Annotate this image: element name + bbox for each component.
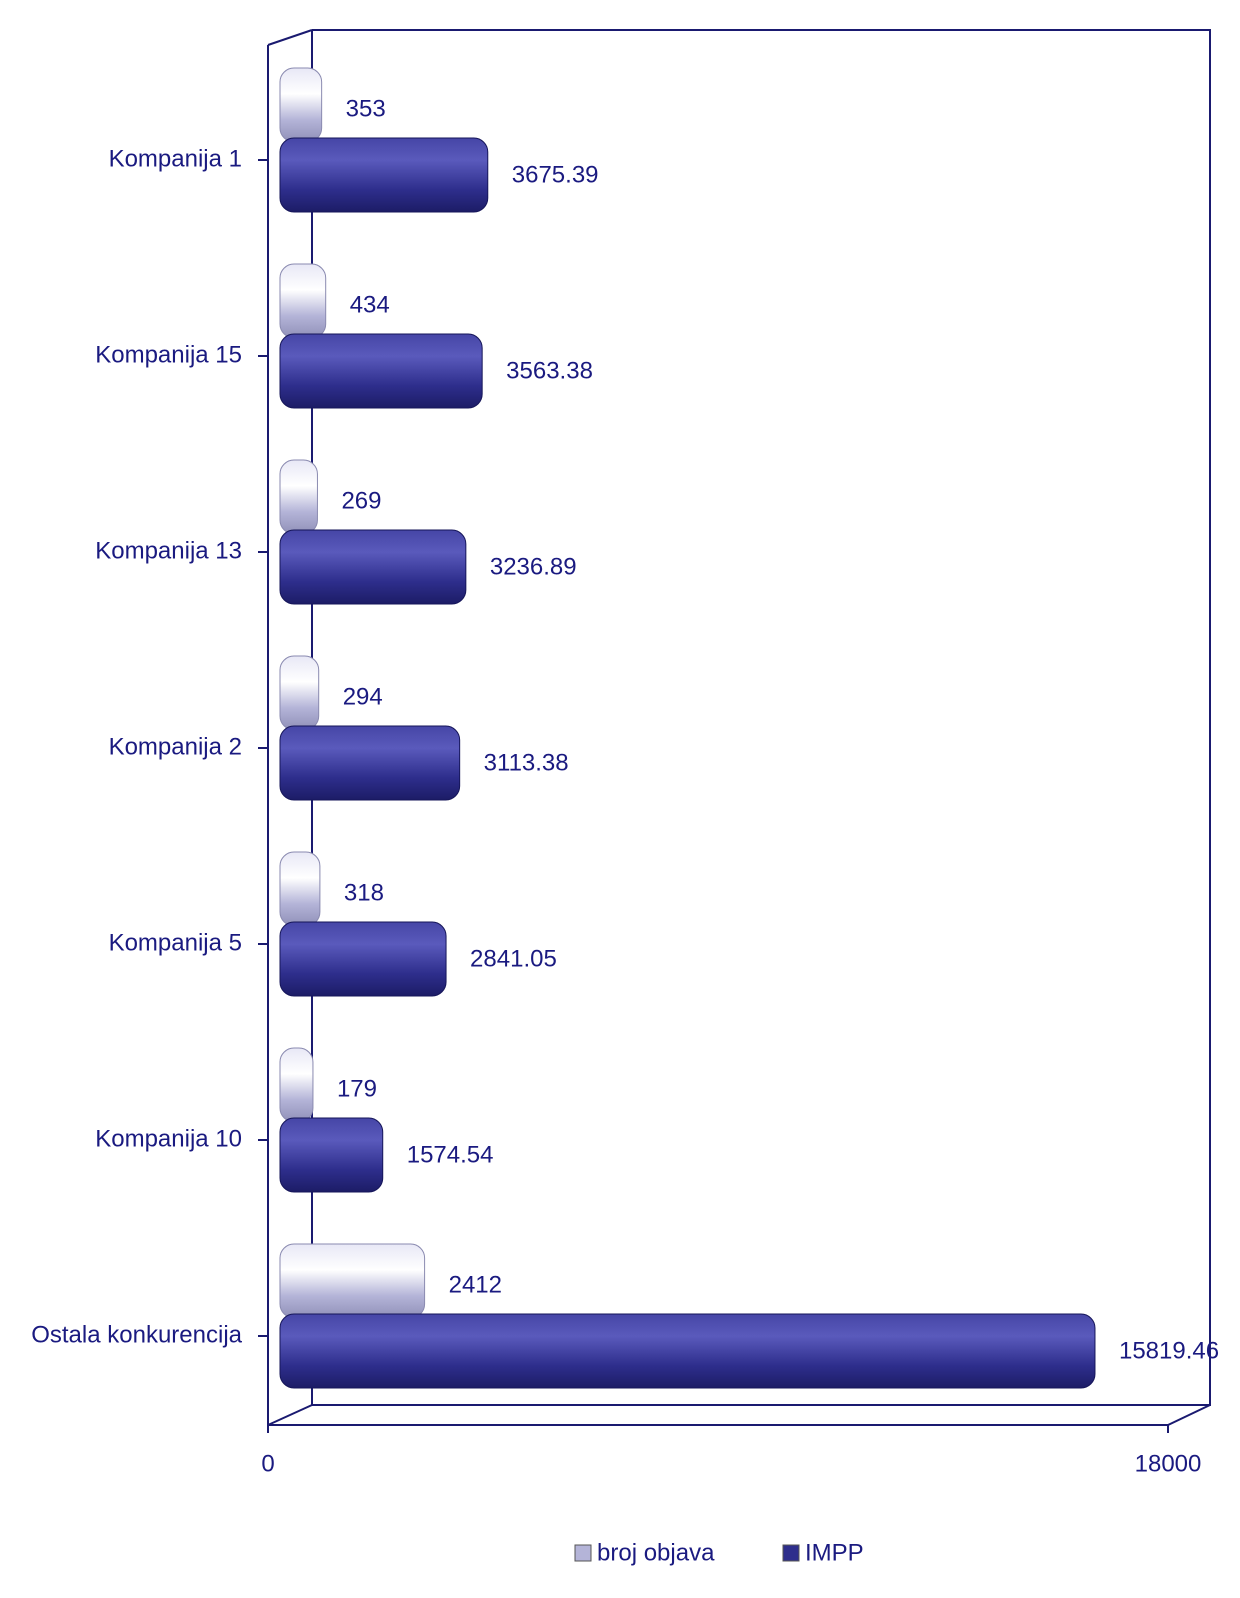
y-tick-label: Kompanija 15 (95, 341, 242, 368)
y-tick-label: Kompanija 5 (109, 929, 242, 956)
bar (279, 1243, 426, 1319)
bar (279, 333, 483, 409)
data-label: 353 (346, 95, 386, 122)
y-tick-label: Kompanija 13 (95, 537, 242, 564)
data-label: 269 (341, 487, 381, 514)
data-label: 1574.54 (407, 1141, 494, 1168)
data-label: 3563.38 (506, 357, 593, 384)
bar (279, 851, 321, 927)
bar (279, 655, 320, 731)
y-tick-label: Ostala konkurencija (31, 1321, 242, 1348)
data-label: 3113.38 (484, 749, 569, 776)
legend-swatch (574, 1544, 592, 1562)
legend-label: IMPP (805, 1539, 864, 1566)
data-label: 179 (337, 1075, 377, 1102)
bar (279, 67, 323, 143)
data-label: 294 (343, 683, 383, 710)
bar (279, 137, 489, 213)
bar (279, 1313, 1096, 1389)
bar (279, 921, 447, 997)
data-label: 2841.05 (470, 945, 557, 972)
y-tick-label: Kompanija 2 (109, 733, 242, 760)
data-label: 434 (350, 291, 390, 318)
bar (279, 1047, 314, 1123)
data-label: 15819.46 (1119, 1337, 1219, 1364)
data-label: 3236.89 (490, 553, 577, 580)
bar (279, 725, 461, 801)
x-tick-label: 18000 (1135, 1450, 1202, 1477)
bar (279, 459, 318, 535)
y-tick-label: Kompanija 10 (95, 1125, 242, 1152)
bar (279, 529, 467, 605)
x-tick-label: 0 (261, 1450, 274, 1477)
data-label: 3675.39 (512, 161, 599, 188)
y-tick-label: Kompanija 1 (109, 145, 242, 172)
legend-label: broj objava (597, 1539, 715, 1566)
bar (279, 263, 327, 339)
data-label: 318 (344, 879, 384, 906)
bar (279, 1117, 384, 1193)
data-label: 2412 (449, 1271, 502, 1298)
legend-swatch (782, 1544, 800, 1562)
